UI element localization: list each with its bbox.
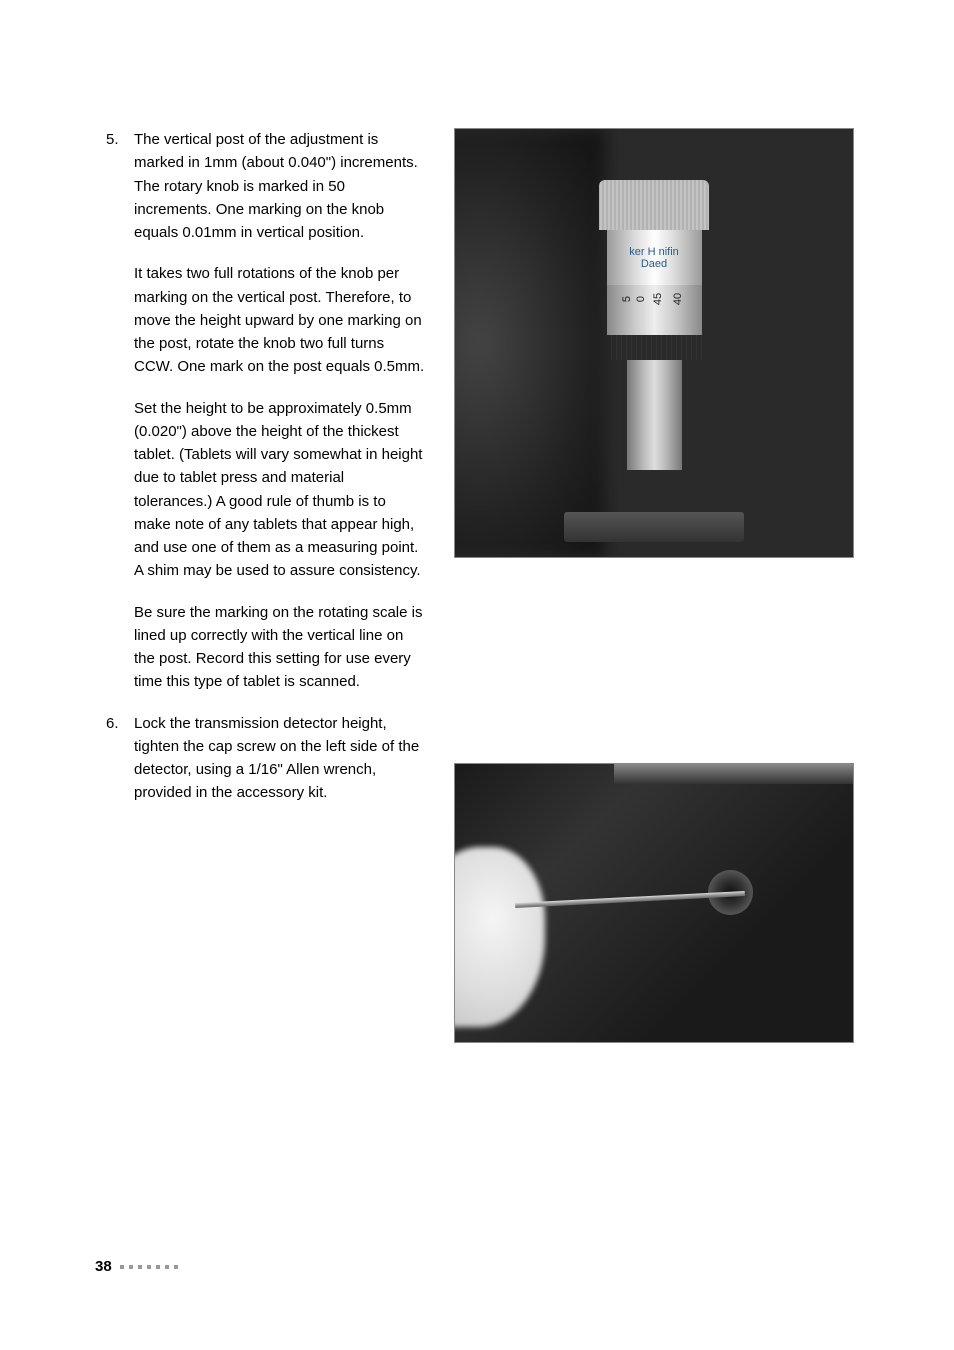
paragraph: Set the height to be approximately 0.5mm… (134, 397, 426, 583)
allen-wrench-image (454, 763, 854, 1043)
micrometer-image: ker H nifin Daed 5 0 45 40 (454, 128, 854, 558)
paragraph: The vertical post of the adjustment is m… (134, 128, 426, 244)
scale-num: 40 (672, 293, 684, 305)
list-item-6: 6. Lock the transmission detector height… (106, 712, 426, 805)
content-area: 5. The vertical post of the adjustment i… (106, 128, 859, 1043)
paragraph: It takes two full rotations of the knob … (134, 262, 426, 378)
list-number: 6. (106, 712, 134, 805)
list-item-5: 5. The vertical post of the adjustment i… (106, 128, 426, 694)
page-footer: 38 (95, 1258, 178, 1275)
scale-num: 0 (635, 296, 647, 302)
page-number: 38 (95, 1258, 112, 1275)
list-body: The vertical post of the adjustment is m… (134, 128, 426, 694)
micrometer-label-1: ker H nifin (629, 246, 679, 258)
image-column: ker H nifin Daed 5 0 45 40 (454, 128, 859, 1043)
text-column: 5. The vertical post of the adjustment i… (106, 128, 426, 1043)
footer-dots (120, 1265, 178, 1269)
scale-num: 5 (621, 296, 633, 302)
paragraph: Lock the transmission detector height, t… (134, 712, 426, 805)
list-body: Lock the transmission detector height, t… (134, 712, 426, 805)
scale-num: 45 (652, 293, 664, 305)
paragraph: Be sure the marking on the rotating scal… (134, 601, 426, 694)
micrometer-label-2: Daed (641, 258, 667, 270)
list-number: 5. (106, 128, 134, 694)
